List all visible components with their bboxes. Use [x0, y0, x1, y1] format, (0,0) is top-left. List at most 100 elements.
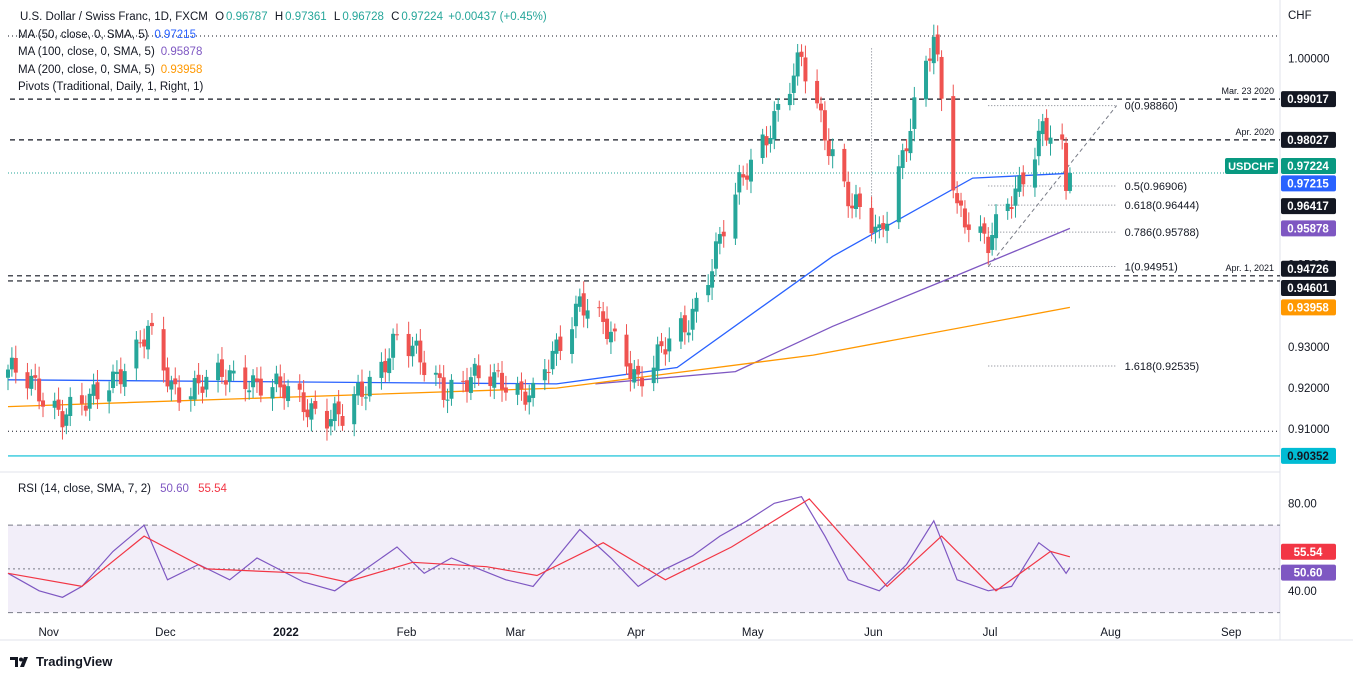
fib-label-3: 0.786(0.95788) — [1125, 227, 1200, 239]
candle — [87, 388, 92, 421]
candle-body — [219, 359, 224, 377]
candle — [332, 396, 337, 431]
candle — [165, 357, 170, 393]
candle — [25, 362, 30, 400]
candle — [846, 171, 851, 218]
candle — [986, 227, 991, 265]
candle-body — [107, 390, 112, 402]
candle — [278, 364, 283, 398]
candle-body — [449, 379, 454, 399]
x-tick-label: Jul — [983, 627, 998, 639]
candle-body — [741, 174, 746, 178]
candle — [359, 369, 364, 406]
candle — [962, 200, 967, 234]
svg-text:0.94601: 0.94601 — [1287, 283, 1329, 295]
symbol-title[interactable]: U.S. Dollar / Swiss Franc, 1D, FXCM — [20, 11, 208, 23]
candle-body — [1013, 188, 1018, 206]
candle — [1060, 123, 1065, 150]
candle — [628, 350, 633, 392]
candle-body — [772, 111, 777, 140]
candle-body — [87, 393, 92, 409]
candle — [636, 359, 641, 387]
candle-body — [282, 384, 287, 399]
ma50-legend[interactable]: MA (50, close, 0, SMA, 5) 0.97215 — [18, 28, 196, 41]
symbol-tag[interactable]: USDCHF — [1225, 157, 1278, 174]
candle — [9, 347, 14, 377]
candle — [309, 398, 314, 432]
candle-body — [896, 166, 901, 223]
rsi-y-tick-label: 40.00 — [1288, 586, 1317, 598]
candle-body — [776, 104, 781, 110]
candle-body — [410, 345, 415, 357]
candle — [56, 387, 61, 417]
candle — [1032, 147, 1037, 197]
candle-body — [37, 378, 42, 402]
candle — [305, 399, 310, 428]
candle — [383, 348, 388, 383]
candle — [931, 24, 936, 75]
candle — [204, 369, 209, 398]
candle — [651, 355, 656, 392]
ma200-legend[interactable]: MA (200, close, 0, SMA, 5) 0.93958 — [18, 63, 203, 76]
candle-body — [768, 138, 773, 144]
candle — [542, 358, 547, 391]
candle-body — [251, 375, 256, 388]
candle — [216, 353, 221, 393]
candle-body — [904, 148, 909, 152]
candle-body — [667, 338, 672, 352]
candle — [966, 212, 971, 243]
close-value: C 0.97224 — [391, 11, 443, 23]
x-tick-label: Aug — [1100, 627, 1120, 639]
tradingview-logo[interactable]: TradingView — [10, 654, 112, 669]
candle-body — [624, 334, 629, 367]
candle-body — [850, 205, 855, 209]
candle-body — [927, 58, 932, 61]
y-tick-label: 1.00000 — [1288, 54, 1330, 66]
candle — [924, 55, 929, 107]
pivots-legend[interactable]: Pivots (Traditional, Daily, 1, Right, 1) — [18, 81, 204, 93]
candle — [340, 404, 345, 431]
candle — [601, 301, 606, 335]
candle-body — [686, 332, 691, 336]
candle — [772, 101, 777, 150]
rsi-legend[interactable]: RSI (14, close, SMA, 7, 2) 50.60 55.54 — [18, 483, 227, 495]
candle — [488, 364, 493, 397]
candle-body — [359, 381, 364, 397]
price-tag: 50.60 — [1281, 564, 1336, 581]
x-tick-label: May — [742, 627, 764, 639]
candle-body — [111, 371, 116, 389]
candle — [550, 341, 555, 375]
candle — [822, 101, 827, 151]
candle-body — [173, 378, 178, 385]
candle — [219, 347, 224, 384]
candle — [1013, 176, 1018, 218]
candle — [111, 364, 116, 394]
candle — [95, 370, 100, 409]
candle-body — [406, 333, 411, 357]
price-tag: 0.99017 — [1281, 91, 1336, 108]
candle-body — [468, 377, 473, 393]
candle — [873, 214, 878, 244]
candle-body — [787, 93, 792, 106]
candle-body — [6, 369, 10, 378]
x-tick-label: Dec — [155, 627, 176, 639]
candle — [776, 98, 781, 122]
candle-body — [196, 374, 201, 384]
candle — [60, 399, 65, 440]
candle — [146, 320, 151, 360]
candle-body — [795, 52, 800, 77]
candle-body — [818, 103, 823, 111]
candle — [169, 375, 174, 402]
candle — [1048, 125, 1053, 156]
candle-body — [254, 378, 259, 382]
candle-body — [243, 367, 248, 390]
candle-body — [278, 376, 283, 388]
candle-body — [118, 369, 123, 385]
candle-body — [737, 172, 742, 193]
candle — [468, 367, 473, 401]
candle — [682, 305, 687, 345]
candle-body — [721, 231, 726, 237]
ma100-legend[interactable]: MA (100, close, 0, SMA, 5) 0.95878 — [18, 46, 203, 58]
candle — [764, 126, 769, 158]
